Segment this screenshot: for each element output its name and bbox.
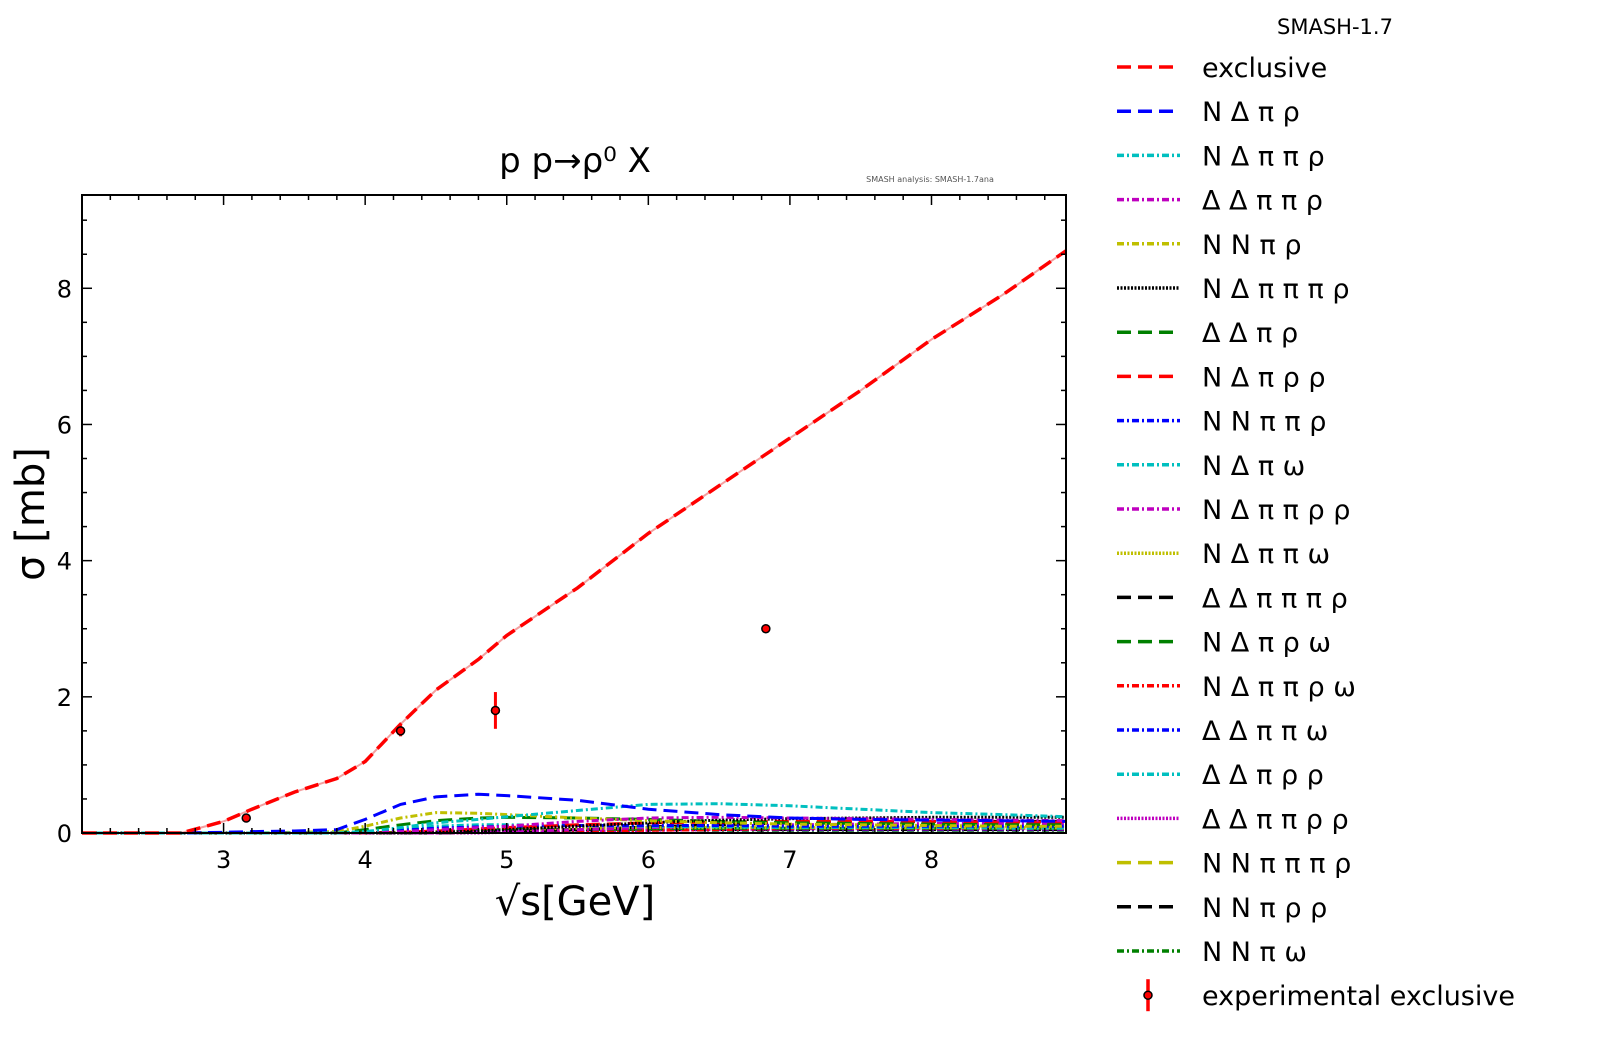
legend-entry-experimental: experimental exclusive bbox=[1143, 979, 1515, 1012]
axis-ticks: 3 4 5 6 7 8 0 2 4 6 8 bbox=[57, 195, 1066, 874]
y-tick-label: 4 bbox=[57, 548, 72, 576]
legend-label: experimental exclusive bbox=[1202, 981, 1515, 1012]
legend-label: N Δ π ρ ω bbox=[1202, 628, 1331, 659]
data-point-0 bbox=[241, 813, 251, 823]
chart-title: p p→ρ⁰ X bbox=[499, 141, 651, 181]
legend-entry-19: N N π ρ ρ bbox=[1117, 893, 1327, 924]
x-tick-label: 8 bbox=[924, 846, 939, 874]
x-tick-label: 6 bbox=[641, 846, 656, 874]
legend-label: Δ Δ π ρ ρ bbox=[1202, 760, 1324, 791]
x-tick-label: 5 bbox=[499, 846, 514, 874]
legend-entry-16: Δ Δ π ρ ρ bbox=[1117, 760, 1324, 791]
legend-entry-20: N N π ω bbox=[1117, 937, 1307, 968]
legend-entry-7: N Δ π ρ ρ bbox=[1117, 362, 1326, 393]
y-axis-label: σ [mb] bbox=[8, 447, 54, 581]
data-point-3 bbox=[761, 623, 771, 634]
legend-entry-6: Δ Δ π ρ bbox=[1117, 318, 1298, 349]
series-line-0 bbox=[82, 249, 1067, 835]
y-tick-label: 8 bbox=[57, 275, 72, 303]
legend-label: N Δ π π ω bbox=[1202, 539, 1330, 570]
plot-area bbox=[82, 249, 1067, 835]
legend-entry-3: Δ Δ π π ρ bbox=[1117, 186, 1323, 217]
legend-entry-17: Δ Δ π π ρ ρ bbox=[1117, 804, 1349, 835]
y-tick-label: 6 bbox=[57, 411, 72, 439]
legend-label: N Δ π π ρ bbox=[1202, 141, 1325, 172]
legend-entry-14: N Δ π π ρ ω bbox=[1117, 672, 1356, 703]
series-line-exclusive-underlay bbox=[82, 249, 1067, 834]
legend-entry-15: Δ Δ π π ω bbox=[1117, 716, 1328, 747]
legend-entry-9: N Δ π ω bbox=[1117, 451, 1305, 482]
legend-entry-18: N N π π π ρ bbox=[1117, 849, 1351, 880]
x-tick-label: 3 bbox=[216, 846, 231, 874]
legend-entry-11: N Δ π π ω bbox=[1117, 539, 1330, 570]
legend-label: N Δ π ρ ρ bbox=[1202, 362, 1326, 393]
x-tick-label: 7 bbox=[782, 846, 797, 874]
legend-label: exclusive bbox=[1202, 53, 1327, 84]
data-point-2 bbox=[490, 705, 501, 716]
legend-label: Δ Δ π ρ bbox=[1202, 318, 1298, 349]
analysis-annotation: SMASH analysis: SMASH-1.7ana bbox=[866, 175, 994, 184]
legend-label: Δ Δ π π ρ bbox=[1202, 186, 1323, 217]
legend-entry-8: N N π π ρ bbox=[1117, 407, 1326, 438]
y-tick-label: 2 bbox=[57, 684, 72, 712]
legend-entry-4: N N π ρ bbox=[1117, 230, 1302, 261]
legend-label: N Δ π ω bbox=[1202, 451, 1305, 482]
legend-title: SMASH-1.7 bbox=[1277, 15, 1393, 39]
legend-label: N N π ρ bbox=[1202, 230, 1302, 261]
legend-label: Δ Δ π π ρ ρ bbox=[1202, 804, 1349, 835]
data-point-1 bbox=[395, 726, 406, 736]
legend-entry-13: N Δ π ρ ω bbox=[1117, 628, 1331, 659]
y-tick-label: 0 bbox=[57, 820, 72, 848]
axes-frame bbox=[81, 194, 1067, 834]
legend-entry-12: Δ Δ π π π ρ bbox=[1117, 583, 1348, 614]
legend-entry-0: exclusive bbox=[1117, 53, 1327, 84]
legend-entry-5: N Δ π π π ρ bbox=[1117, 274, 1350, 305]
legend-label: N Δ π π π ρ bbox=[1202, 274, 1350, 305]
legend: exclusive N Δ π ρ N Δ π π ρ Δ Δ π π ρ N N π … bbox=[1117, 53, 1515, 1012]
legend-label: N Δ π π ρ ω bbox=[1202, 672, 1356, 703]
legend-label: N N π ω bbox=[1202, 937, 1307, 968]
legend-label: Δ Δ π π π ρ bbox=[1202, 583, 1348, 614]
x-tick-label: 4 bbox=[358, 846, 373, 874]
legend-label: N N π π π ρ bbox=[1202, 849, 1351, 880]
legend-entry-2: N Δ π π ρ bbox=[1117, 141, 1325, 172]
legend-entry-1: N Δ π ρ bbox=[1117, 97, 1300, 128]
legend-label: N Δ π ρ bbox=[1202, 97, 1300, 128]
legend-marker bbox=[1143, 990, 1153, 1000]
x-axis-label: √s[GeV] bbox=[495, 879, 656, 925]
legend-label: Δ Δ π π ω bbox=[1202, 716, 1328, 747]
legend-entry-10: N Δ π π ρ ρ bbox=[1117, 495, 1350, 526]
legend-label: N Δ π π ρ ρ bbox=[1202, 495, 1350, 526]
legend-label: N N π ρ ρ bbox=[1202, 893, 1327, 924]
legend-label: N N π π ρ bbox=[1202, 407, 1326, 438]
